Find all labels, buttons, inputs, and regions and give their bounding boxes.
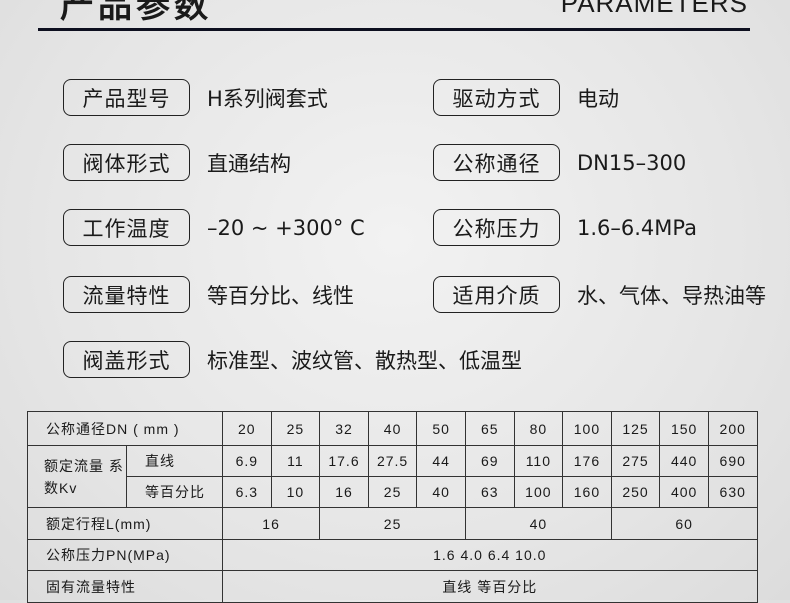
param-label: 公称压力 xyxy=(433,209,560,246)
table-row-eqp: 等百分比 6.3 10 16 25 40 63 100 160 250 400 630 xyxy=(28,476,758,508)
table-row-pn: 公称压力PN(MPa) 1.6 4.0 6.4 10.0 xyxy=(27,539,758,571)
linear-cell: 27.5 xyxy=(367,445,418,477)
param-temp: 工作温度 –20 ~ +300° C xyxy=(63,209,365,246)
param-pressure: 公称压力 1.6–6.4MPa xyxy=(433,209,697,246)
dn-cell: 80 xyxy=(513,411,564,446)
param-value: H系列阀套式 xyxy=(207,86,328,111)
dn-cell: 20 xyxy=(222,411,272,446)
table-row-travel: 额定行程L(mm) 16 25 40 60 xyxy=(27,507,758,540)
char-label: 固有流量特性 xyxy=(27,570,223,603)
eqp-cell: 10 xyxy=(270,476,321,508)
param-value: 直通结构 xyxy=(207,151,291,176)
pn-value: 1.6 4.0 6.4 10.0 xyxy=(222,539,758,571)
linear-cell: 176 xyxy=(562,445,612,477)
param-value: DN15–300 xyxy=(577,150,687,175)
dn-cell: 200 xyxy=(707,411,758,446)
travel-cell: 40 xyxy=(464,507,612,540)
linear-label: 直线 xyxy=(126,445,223,477)
dn-cell: 100 xyxy=(562,411,612,446)
eqp-cell: 400 xyxy=(659,476,709,508)
param-value: 等百分比、线性 xyxy=(207,283,354,308)
divider xyxy=(38,28,750,31)
eqp-cell: 63 xyxy=(464,476,515,508)
page-title: 产品参数 xyxy=(60,0,212,26)
param-body: 阀体形式 直通结构 xyxy=(63,144,291,181)
dn-cell: 32 xyxy=(319,411,369,446)
param-dn: 公称通径 DN15–300 xyxy=(433,144,686,181)
pn-label: 公称压力PN(MPa) xyxy=(27,539,223,571)
param-value: 标准型、波纹管、散热型、低温型 xyxy=(207,348,522,373)
linear-cell: 6.9 xyxy=(222,445,272,477)
linear-cell: 17.6 xyxy=(319,445,369,477)
param-label: 工作温度 xyxy=(63,209,190,246)
param-model: 产品型号 H系列阀套式 xyxy=(63,79,328,116)
linear-cell: 110 xyxy=(513,445,564,477)
travel-cell: 16 xyxy=(221,507,321,540)
spec-table: 公称通径DN ( mm ) 20 25 32 40 50 65 80 100 125 150 200 … xyxy=(27,411,758,603)
dn-cell: 65 xyxy=(464,411,515,446)
param-bonnet: 阀盖形式 标准型、波纹管、散热型、低温型 xyxy=(63,341,522,378)
param-drive: 驱动方式 电动 xyxy=(433,79,619,116)
param-flow: 流量特性 等百分比、线性 xyxy=(63,276,354,313)
dn-cell: 40 xyxy=(367,411,418,446)
char-value: 直线 等百分比 xyxy=(222,570,758,603)
param-label: 适用介质 xyxy=(433,276,560,313)
param-label: 驱动方式 xyxy=(433,79,560,116)
param-value: 水、气体、导热油等 xyxy=(577,283,766,308)
dn-cell: 125 xyxy=(610,411,661,446)
travel-cell: 25 xyxy=(319,507,466,540)
eqp-cell: 6.3 xyxy=(222,476,272,508)
dn-cell: 50 xyxy=(416,411,466,446)
dn-cell: 150 xyxy=(659,411,709,446)
linear-cell: 690 xyxy=(707,445,758,477)
dn-label: 公称通径DN ( mm ) xyxy=(27,411,223,446)
param-value: –20 ~ +300° C xyxy=(207,215,365,240)
eqp-label: 等百分比 xyxy=(126,476,223,508)
kv-label: 额定流量 系数Kv xyxy=(27,445,127,508)
linear-cell: 275 xyxy=(610,445,661,477)
table-row-linear: 额定流量 系数Kv 直线 6.9 11 17.6 27.5 44 69 110 176 275 440… xyxy=(27,445,758,508)
linear-cell: 440 xyxy=(659,445,709,477)
page-title-english: PARAMETERS xyxy=(560,0,748,18)
table-row-dn: 公称通径DN ( mm ) 20 25 32 40 50 65 80 100 125 150 200 xyxy=(27,411,758,446)
eqp-cell: 250 xyxy=(610,476,661,508)
param-value: 电动 xyxy=(577,86,619,111)
eqp-cell: 25 xyxy=(367,476,418,508)
param-label: 公称通径 xyxy=(433,144,560,181)
param-medium: 适用介质 水、气体、导热油等 xyxy=(433,276,766,313)
param-value: 1.6–6.4MPa xyxy=(577,215,698,240)
param-label: 阀盖形式 xyxy=(63,341,190,378)
table-row-characteristic: 固有流量特性 直线 等百分比 xyxy=(27,570,758,603)
param-label: 流量特性 xyxy=(63,276,190,313)
eqp-cell: 100 xyxy=(513,476,564,508)
eqp-cell: 16 xyxy=(319,476,369,508)
param-label: 产品型号 xyxy=(63,79,190,116)
linear-cell: 11 xyxy=(270,445,321,477)
travel-cell: 60 xyxy=(610,507,758,540)
linear-cell: 44 xyxy=(416,445,466,477)
linear-cell: 69 xyxy=(464,445,515,477)
param-label: 阀体形式 xyxy=(63,144,190,181)
eqp-cell: 630 xyxy=(707,476,758,508)
eqp-cell: 40 xyxy=(416,476,466,508)
dn-cell: 25 xyxy=(270,411,321,446)
eqp-cell: 160 xyxy=(562,476,612,508)
travel-label: 额定行程L(mm) xyxy=(27,507,223,540)
